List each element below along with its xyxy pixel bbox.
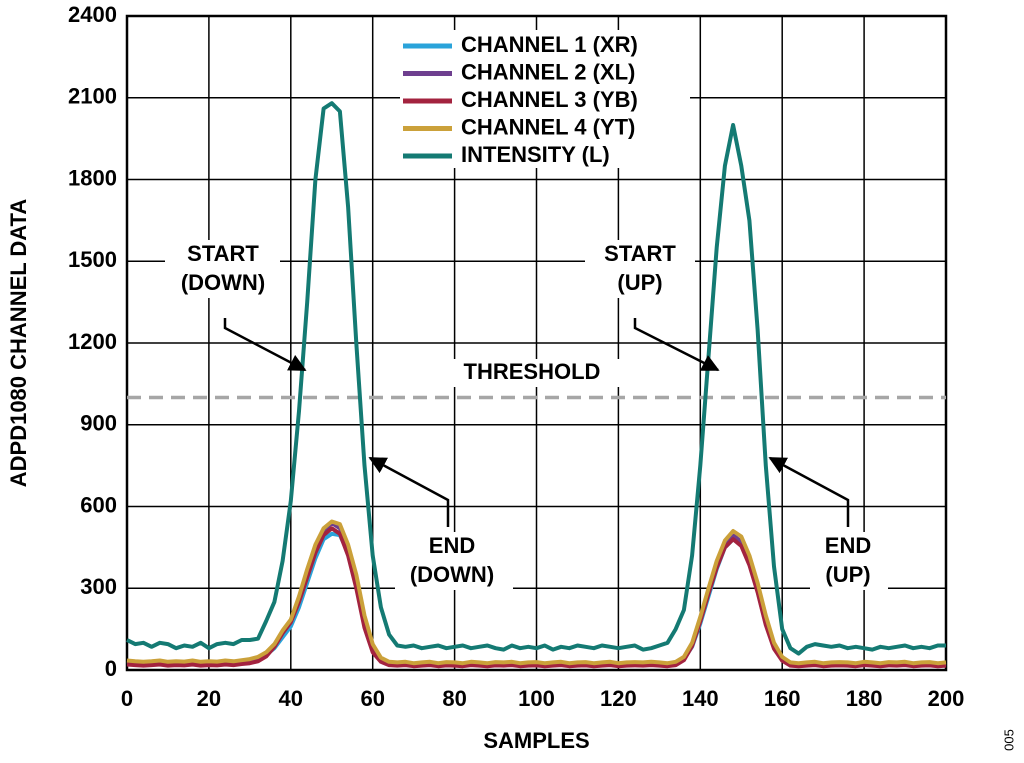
x-axis-title: SAMPLES bbox=[483, 728, 589, 753]
x-tick-label: 40 bbox=[279, 686, 303, 711]
x-tick-label: 60 bbox=[360, 686, 384, 711]
arrow bbox=[223, 318, 307, 372]
legend-label: CHANNEL 4 (YT) bbox=[461, 114, 635, 139]
annotation: START bbox=[604, 241, 676, 266]
y-tick-label: 2400 bbox=[68, 2, 117, 27]
x-tick-label: 80 bbox=[442, 686, 466, 711]
x-tick-label: 100 bbox=[518, 686, 555, 711]
series-line bbox=[126, 526, 947, 669]
y-tick-label: 0 bbox=[105, 656, 117, 681]
plot bbox=[126, 101, 947, 669]
annotation: END bbox=[429, 533, 475, 558]
y-tick-label: 900 bbox=[80, 411, 117, 436]
y-tick-label: 1800 bbox=[68, 165, 117, 190]
y-tick-label: 300 bbox=[80, 574, 117, 599]
y-tick-label: 1500 bbox=[68, 247, 117, 272]
legend-label: INTENSITY (L) bbox=[461, 142, 610, 167]
annotation: (DOWN) bbox=[410, 562, 494, 587]
x-tick-label: 180 bbox=[846, 686, 883, 711]
annotation-bg bbox=[395, 532, 513, 590]
annotation-bg bbox=[165, 240, 280, 298]
annotation: END bbox=[825, 533, 871, 558]
annotation-bg bbox=[585, 240, 695, 298]
figure-id: 005 bbox=[1001, 729, 1016, 751]
annotation: (UP) bbox=[617, 270, 662, 295]
x-tick-label: 160 bbox=[764, 686, 801, 711]
legend-label: CHANNEL 3 (YB) bbox=[461, 87, 638, 112]
arrow bbox=[368, 456, 450, 527]
y-tick-label: 1200 bbox=[68, 329, 117, 354]
x-tick-label: 140 bbox=[682, 686, 719, 711]
x-tick-label: 200 bbox=[928, 686, 965, 711]
arrow bbox=[633, 318, 720, 372]
legend-label: CHANNEL 1 (XR) bbox=[461, 32, 638, 57]
x-tick-label: 0 bbox=[121, 686, 133, 711]
series-line bbox=[126, 101, 946, 656]
annotation-bg bbox=[810, 532, 888, 590]
plot-frame bbox=[125, 14, 948, 672]
annotation: START bbox=[187, 241, 259, 266]
y-tick-label: 600 bbox=[80, 492, 117, 517]
arrow bbox=[768, 456, 850, 527]
labels: 0 300 600 900 1200 1500 1800 2100 2400 0 20 40 60 80 1… bbox=[6, 2, 1017, 753]
annotation: (DOWN) bbox=[181, 270, 265, 295]
x-tick-label: 120 bbox=[600, 686, 637, 711]
y-axis-title: ADPD1080 CHANNEL DATA bbox=[6, 199, 31, 488]
threshold-label: THRESHOLD bbox=[464, 359, 601, 384]
threshold-bg bbox=[440, 359, 622, 387]
y-tick-label: 2100 bbox=[68, 84, 117, 109]
legend-label: CHANNEL 2 (XL) bbox=[461, 59, 635, 84]
x-tick-label: 20 bbox=[197, 686, 221, 711]
annotations: THRESHOLD START (DOWN) END (DOWN) START (UP) EN… bbox=[165, 240, 888, 590]
legend: CHANNEL 1 (XR)CHANNEL 2 (XL) CHANNEL 3 (Y… bbox=[403, 32, 638, 167]
series-line bbox=[126, 519, 947, 666]
annotation: (UP) bbox=[825, 562, 870, 587]
